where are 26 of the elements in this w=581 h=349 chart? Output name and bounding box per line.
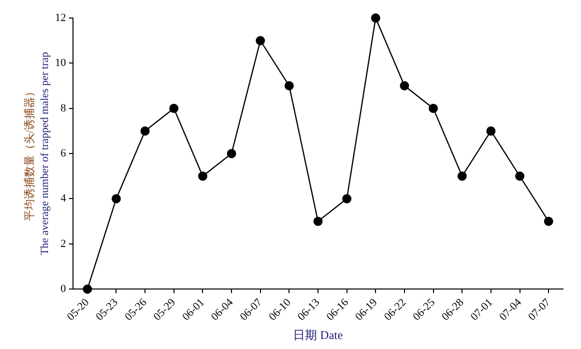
y-axis-title: 平均诱捕数量（头/诱捕器） The average number of trapped males per trap (22, 52, 51, 256)
point (486, 126, 496, 136)
point (82, 284, 92, 294)
y-tick-label: 2 (60, 238, 66, 250)
point (458, 172, 467, 181)
point (313, 216, 323, 226)
point (112, 194, 121, 204)
point (428, 104, 438, 113)
x-axis-title: 日期 Date (293, 328, 343, 342)
point (544, 216, 554, 226)
point (169, 104, 178, 113)
point (342, 194, 352, 204)
y-tick-label: 0 (60, 283, 66, 296)
point (256, 36, 265, 46)
point (140, 126, 150, 136)
point (284, 81, 294, 90)
point (198, 172, 208, 181)
point (226, 148, 236, 158)
point (371, 13, 380, 23)
y-tick-label: 12 (55, 12, 66, 24)
y-tick-label: 10 (55, 57, 66, 70)
y-tick-label: 6 (60, 147, 66, 160)
y-tick-label: 8 (60, 102, 66, 114)
y-tick-label: 4 (60, 192, 66, 205)
point (400, 81, 410, 90)
point (515, 172, 524, 181)
